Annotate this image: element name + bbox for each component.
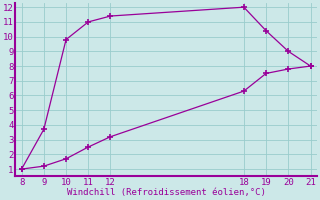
- X-axis label: Windchill (Refroidissement éolien,°C): Windchill (Refroidissement éolien,°C): [67, 188, 266, 197]
